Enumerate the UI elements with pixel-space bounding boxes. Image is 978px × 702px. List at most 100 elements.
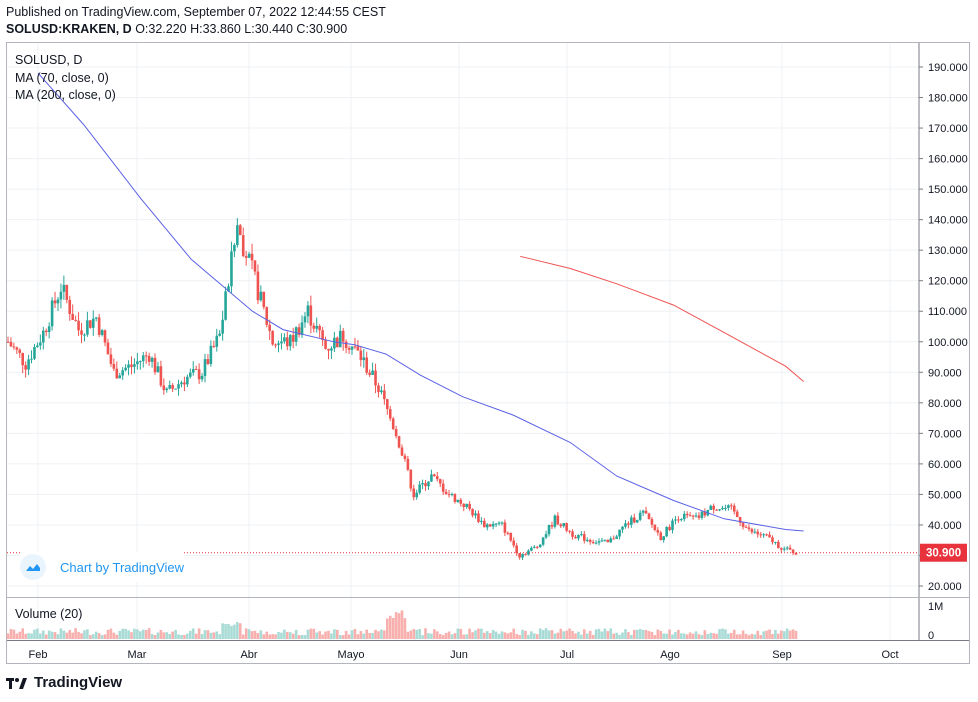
- volume-bar: [647, 631, 651, 639]
- volume-bar: [500, 631, 504, 639]
- candle: [474, 513, 477, 516]
- candle: [362, 357, 366, 361]
- candle: [324, 340, 327, 349]
- volume-bar: [97, 633, 101, 639]
- volume-bar: [685, 634, 689, 639]
- volume-bar: [259, 630, 263, 639]
- candle: [497, 522, 501, 524]
- legend-ma200[interactable]: MA (200, close, 0): [15, 88, 116, 102]
- candle: [385, 399, 389, 410]
- volume-bar: [44, 634, 48, 639]
- candle: [147, 355, 151, 362]
- legend-ma70[interactable]: MA (70, close, 0): [15, 71, 109, 85]
- candle: [36, 345, 39, 348]
- volume-bar: [236, 621, 239, 639]
- candle: [218, 333, 222, 336]
- volume-bar: [694, 631, 698, 639]
- volume-bar: [33, 629, 36, 639]
- time-tick-label: Mayo: [338, 649, 365, 661]
- candle: [209, 345, 213, 364]
- candle: [724, 507, 727, 509]
- volume-bar: [562, 631, 566, 639]
- volume-bar: [738, 634, 742, 639]
- volume-bar: [609, 628, 613, 639]
- volume-bar: [477, 628, 480, 639]
- candle: [71, 313, 74, 320]
- volume-bar: [191, 628, 195, 639]
- volume-bar: [624, 629, 627, 639]
- candle: [353, 346, 357, 348]
- volume-bar: [744, 633, 748, 639]
- candle: [574, 536, 577, 539]
- candle: [59, 291, 63, 300]
- candle: [550, 525, 554, 527]
- symbol-name: SOLUSD:KRAKEN, D: [6, 22, 132, 36]
- volume-bar: [703, 630, 707, 639]
- volume-bar: [227, 623, 230, 639]
- candle: [180, 382, 183, 385]
- volume-bar: [385, 618, 389, 639]
- volume-bar: [300, 634, 304, 639]
- candle: [750, 529, 754, 533]
- candle: [397, 436, 401, 448]
- volume-bar: [444, 632, 448, 639]
- volume-bar: [691, 633, 695, 639]
- volume-bar: [265, 631, 269, 639]
- candle: [627, 523, 630, 525]
- candle: [494, 523, 498, 525]
- candle: [709, 505, 713, 510]
- volume-bar: [256, 633, 260, 639]
- volume-bar: [730, 632, 733, 639]
- candle: [247, 253, 251, 258]
- candle: [368, 372, 371, 375]
- volume-bar: [415, 629, 419, 639]
- candle: [9, 341, 13, 347]
- volume-bar: [247, 629, 251, 639]
- volume-bar: [288, 632, 292, 639]
- time-tick-label: Oct: [881, 649, 898, 661]
- volume-bar: [283, 629, 286, 639]
- volume-bar: [418, 629, 421, 639]
- candle: [485, 524, 489, 528]
- volume-bar: [753, 634, 757, 639]
- volume-bar: [362, 633, 366, 639]
- candle: [677, 519, 680, 521]
- volume-bar: [200, 634, 204, 639]
- footer-brand: TradingView: [6, 674, 122, 691]
- candle: [747, 527, 751, 530]
- volume-bar: [47, 630, 51, 639]
- volume-bar: [344, 630, 348, 639]
- candle: [127, 364, 130, 368]
- published-info: Published on TradingView.com, September …: [6, 5, 386, 19]
- volume-bar: [756, 630, 760, 639]
- volume-bar: [547, 630, 551, 639]
- volume-bar: [474, 630, 477, 639]
- tradingview-cloud-icon: [20, 554, 46, 580]
- ma200-line: [520, 255, 804, 382]
- candle: [188, 372, 192, 377]
- volume-bar: [662, 633, 665, 639]
- candle: [556, 515, 560, 525]
- volume-bar: [141, 629, 145, 639]
- candle: [312, 325, 316, 329]
- volume-bar: [212, 632, 216, 639]
- volume-bar: [321, 634, 324, 639]
- candle: [785, 547, 789, 549]
- candle: [577, 534, 580, 539]
- candle: [391, 418, 395, 430]
- candle: [83, 334, 86, 336]
- candle: [730, 505, 733, 507]
- legend-volume[interactable]: Volume (20): [15, 607, 83, 621]
- volume-bar: [462, 634, 466, 639]
- candle: [585, 539, 589, 541]
- chart-by-tradingview[interactable]: Chart by TradingView: [20, 552, 185, 582]
- candle: [594, 542, 598, 544]
- candle: [609, 538, 613, 543]
- volume-bar: [27, 633, 30, 639]
- volume-bar: [356, 634, 360, 639]
- price-tick-label: 130.000: [928, 245, 968, 257]
- price-tick-label: 50.000: [928, 489, 962, 501]
- candle: [541, 537, 545, 545]
- candle: [109, 354, 113, 364]
